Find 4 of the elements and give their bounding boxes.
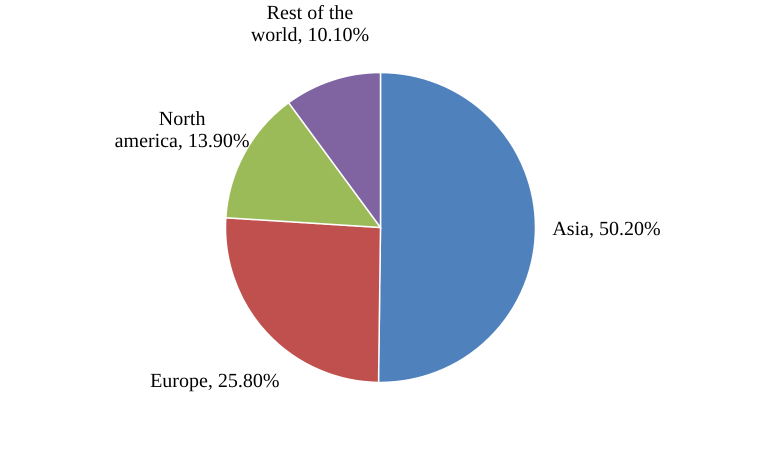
slice-label: North america, 13.90%	[114, 108, 250, 152]
slice-label: Asia, 50.20%	[552, 218, 661, 240]
slice-label: Rest of the world, 10.10%	[250, 2, 370, 46]
slice-label: Europe, 25.80%	[150, 370, 280, 392]
